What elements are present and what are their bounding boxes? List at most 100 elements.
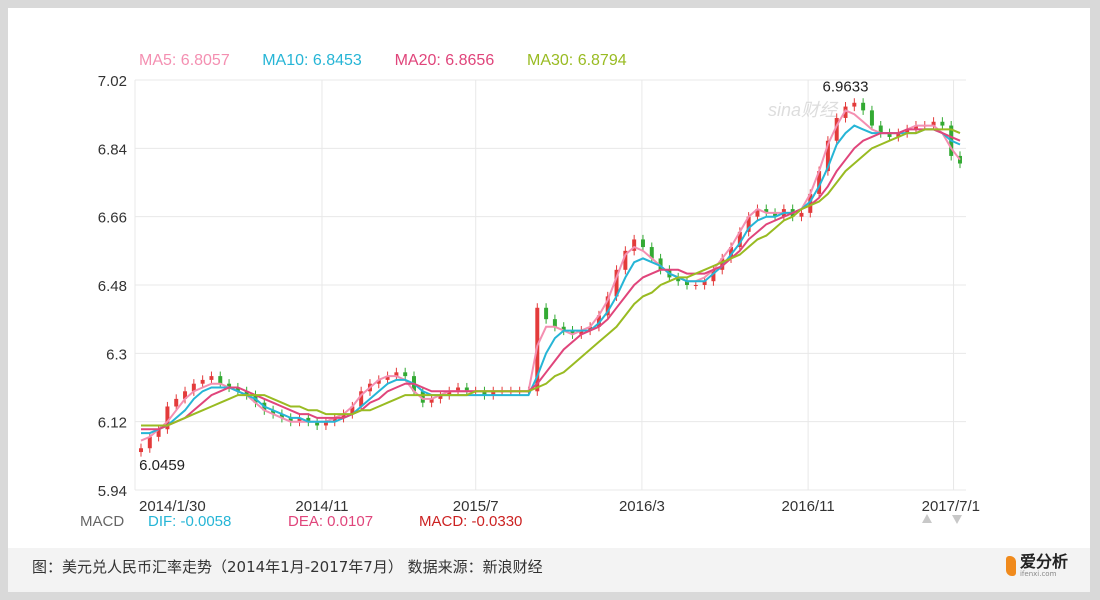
candle-body — [482, 391, 487, 396]
candle-body — [676, 277, 681, 282]
candle-body — [702, 281, 707, 285]
macd-legend-item: DIF: -0.0058 — [148, 513, 231, 530]
legend-ma30: MA30: 6.8794 — [527, 52, 627, 69]
candle-body — [456, 387, 461, 392]
candle-body — [420, 391, 425, 403]
candle-body — [271, 410, 276, 415]
x-tick-label: 2015/7 — [453, 498, 499, 515]
candle-body — [799, 212, 804, 217]
candle-body — [147, 436, 152, 449]
candle-body — [438, 395, 443, 399]
candle-body — [623, 250, 628, 270]
candle-body — [896, 133, 901, 137]
y-tick-label: 6.84 — [98, 141, 127, 158]
brand-name: 爱分析 — [1019, 552, 1068, 571]
x-tick-label: 2014/11 — [295, 498, 348, 515]
candle-body — [773, 212, 778, 217]
chart-card: 7.02 6.84 6.66 6.48 6.3 6.12 5.94 2014/1/30 2014… — [8, 8, 1090, 548]
y-tick-label: 7.02 — [98, 73, 127, 90]
data-label: 6.9633 — [823, 79, 869, 96]
candle-body — [887, 133, 892, 137]
y-tick-label: 6.48 — [98, 278, 127, 295]
y-tick-label: 5.94 — [98, 483, 127, 500]
candle-body — [614, 269, 619, 297]
brand-url: ifenxi.com — [1019, 570, 1057, 578]
candle-body — [808, 193, 813, 213]
candle-body — [685, 281, 689, 285]
ma-line-ma20 — [141, 128, 961, 431]
candle-body — [235, 387, 240, 392]
candle-body — [447, 391, 452, 396]
candle-body — [755, 209, 760, 217]
candle-body — [861, 102, 866, 111]
candle-body — [817, 171, 822, 194]
macd-legend-item: DEA: 0.0107 — [288, 513, 373, 530]
ma-line-ma10 — [141, 124, 961, 435]
ma-line-ma30 — [141, 128, 961, 427]
candle-body — [878, 125, 883, 134]
candle-body — [209, 376, 214, 380]
candle-body — [464, 387, 469, 392]
candle-body — [279, 414, 284, 418]
y-tick-label: 6.66 — [98, 210, 127, 227]
candle-body — [200, 379, 205, 384]
candle-body — [376, 379, 381, 384]
candle-body — [746, 216, 751, 232]
candle-body — [139, 448, 143, 453]
candle-body — [403, 372, 408, 377]
candle-body — [323, 421, 328, 426]
candle-body — [165, 406, 170, 430]
watermark: sina财经 — [768, 100, 839, 120]
legend-ma5: MA5: 6.8057 — [139, 52, 230, 69]
candle-body — [429, 398, 434, 403]
brand-logo: 爱分析 ifenxi.com — [1005, 552, 1068, 578]
macd-legend-item: MACD: -0.0330 — [419, 513, 522, 530]
candle-body — [913, 125, 918, 130]
x-tick-label: 2017/7/1 — [922, 498, 980, 515]
candle-body — [640, 239, 645, 248]
brand-mark-icon — [1005, 556, 1016, 576]
candle-body — [931, 121, 936, 126]
scroll-up-icon — [922, 514, 932, 523]
candle-body — [297, 417, 302, 422]
caption-bar: 图：美元兑人民币汇率走势（2014年1月-2017年7月） 数据来源：新浪财经 … — [8, 548, 1090, 592]
candle-body — [834, 117, 839, 141]
candle-body — [183, 391, 188, 399]
candle-body — [191, 383, 196, 392]
candle-body — [729, 247, 734, 259]
candle-body — [385, 376, 390, 380]
candle-body — [156, 429, 161, 437]
candle-body — [359, 391, 364, 407]
candlestick-chart: 7.02 6.84 6.66 6.48 6.3 6.12 5.94 2014/1/30 2014… — [80, 52, 980, 530]
candle-body — [658, 258, 663, 270]
candle-body — [632, 239, 637, 251]
candle-body — [711, 269, 716, 282]
candle-body — [720, 258, 725, 270]
ma-line-ma5 — [140, 109, 961, 442]
legend-ma20: MA20: 6.8656 — [395, 52, 495, 69]
candle-body — [737, 231, 742, 248]
scroll-down-icon — [952, 515, 962, 524]
candle-body — [174, 398, 179, 407]
data-label: 6.0459 — [139, 457, 185, 474]
y-tick-label: 6.3 — [106, 346, 127, 363]
candle-body — [588, 326, 593, 331]
candle-body — [605, 296, 610, 316]
candle-body — [315, 421, 320, 426]
candle-body — [596, 315, 601, 327]
candle-body — [491, 391, 496, 396]
candle-body — [958, 155, 962, 164]
candle-body — [227, 383, 232, 388]
candle-body — [341, 414, 346, 418]
candle-body — [825, 140, 830, 172]
candle-body — [579, 330, 584, 335]
candle-body — [394, 372, 399, 377]
candle-body — [570, 330, 575, 335]
candle-body — [552, 319, 557, 327]
x-tick-label: 2016/3 — [619, 498, 665, 515]
candle-body — [869, 110, 874, 126]
candle-body — [852, 102, 857, 107]
x-tick-label: 2014/1/30 — [139, 498, 206, 515]
candle-body — [244, 391, 249, 396]
legend-ma10: MA10: 6.8453 — [262, 52, 362, 69]
